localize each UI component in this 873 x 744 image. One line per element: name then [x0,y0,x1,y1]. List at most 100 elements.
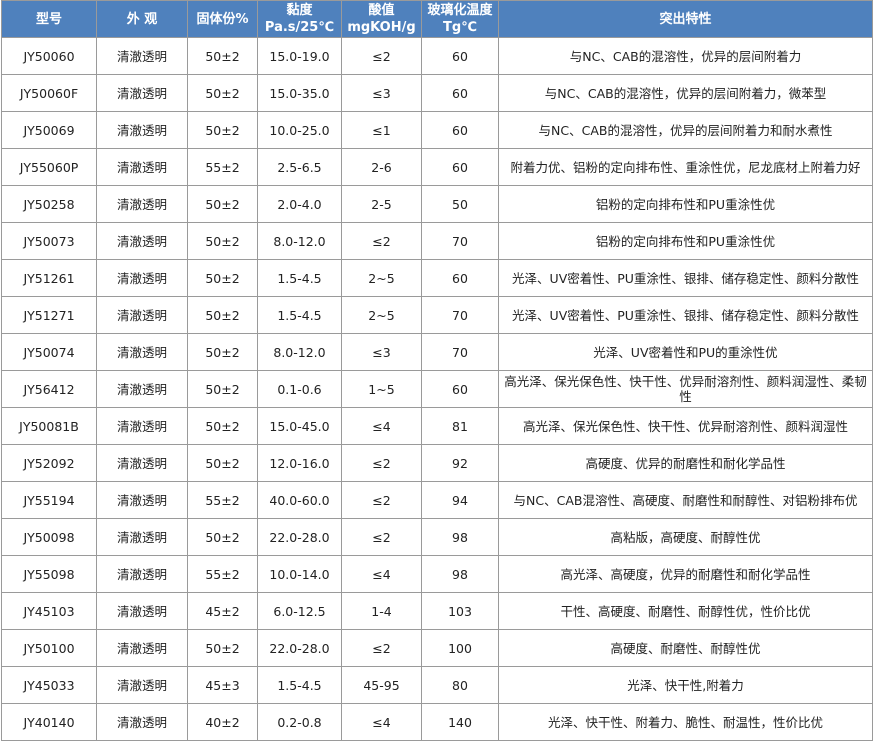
table-cell: 103 [421,592,499,630]
table-cell: 70 [421,296,499,334]
table-row: JY56412 清澈透明 50±2 0.1-0.6 1~5 60 高光泽、保光保色性、快干性… [1,370,873,408]
header-row: 型号外 观固体份% 黏度 Pa.s/25℃ 酸值 mgKOH/g 玻璃化温度 Tg℃ 突… [1,0,873,38]
table-cell: 2~5 [341,296,422,334]
table-cell: 1.5-4.5 [257,259,342,297]
table-cell: JY45033 [1,666,97,704]
table-cell: 高硬度、耐磨性、耐醇性优 [498,629,873,667]
table-cell: 50±2 [187,444,258,482]
table-cell: JY55194 [1,481,97,519]
table-cell: 光泽、UV密着性、PU重涂性、银排、储存稳定性、颜料分散性 [498,296,873,334]
table-cell: 清澈透明 [96,185,188,223]
table-cell: ≤2 [341,518,422,556]
table-cell: 清澈透明 [96,592,188,630]
table-cell: JY50074 [1,333,97,371]
table-cell: 40±2 [187,703,258,741]
table-cell: JY50258 [1,185,97,223]
table-cell: 60 [421,370,499,408]
table-cell: 60 [421,37,499,75]
table-cell: 92 [421,444,499,482]
table-cell: 2-6 [341,148,422,186]
table-cell: JY50069 [1,111,97,149]
table-cell: 清澈透明 [96,333,188,371]
table-cell: 高硬度、优异的耐磨性和耐化学品性 [498,444,873,482]
table-cell: 22.0-28.0 [257,518,342,556]
table-cell: 60 [421,148,499,186]
table-cell: 98 [421,518,499,556]
table-cell: 22.0-28.0 [257,629,342,667]
table-cell: 清澈透明 [96,666,188,704]
table-cell: 高粘版，高硬度、耐醇性优 [498,518,873,556]
table-cell: 清澈透明 [96,555,188,593]
table-cell: 50±2 [187,370,258,408]
table-cell: 光泽、UV密着性、PU重涂性、银排、储存稳定性、颜料分散性 [498,259,873,297]
table-cell: 0.1-0.6 [257,370,342,408]
table-cell: 2.5-6.5 [257,148,342,186]
table-cell: 100 [421,629,499,667]
column-header: 固体份% [187,0,258,38]
table-cell: 清澈透明 [96,259,188,297]
table-cell: 光泽、UV密着性和PU的重涂性优 [498,333,873,371]
table-cell: 清澈透明 [96,481,188,519]
table-cell: 15.0-45.0 [257,407,342,445]
table-cell: 清澈透明 [96,703,188,741]
table-cell: 2~5 [341,259,422,297]
table-cell: JY50100 [1,629,97,667]
table-cell: 清澈透明 [96,296,188,334]
table-cell: 2.0-4.0 [257,185,342,223]
table-cell: 55±2 [187,148,258,186]
table-cell: 高光泽、保光保色性、快干性、优异耐溶剂性、颜料润湿性、柔韧性 [498,370,873,408]
table-cell: 与NC、CAB的混溶性，优异的层间附着力和耐水煮性 [498,111,873,149]
table-row: JY50100 清澈透明 50±2 22.0-28.0 ≤2 100 高硬度、耐磨性、耐醇性… [1,629,873,667]
table-cell: 1.5-4.5 [257,296,342,334]
table-row: JY55060P 清澈透明 55±2 2.5-6.5 2-6 60 附着力优、铝粉的定向排布… [1,148,873,186]
table-cell: ≤2 [341,629,422,667]
table-cell: 60 [421,111,499,149]
table-cell: 清澈透明 [96,222,188,260]
table-cell: 铝粉的定向排布性和PU重涂性优 [498,185,873,223]
table-cell: 10.0-14.0 [257,555,342,593]
column-header: 酸值 mgKOH/g [341,0,422,38]
table-cell: 清澈透明 [96,148,188,186]
table-cell: 81 [421,407,499,445]
table-row: JY50060 清澈透明 50±2 15.0-19.0 ≤2 60 与NC、CAB的混溶性，… [1,37,873,75]
column-header: 玻璃化温度 Tg℃ [421,0,499,38]
table-row: JY50081B 清澈透明 50±2 15.0-45.0 ≤4 81 高光泽、保光保色性、快… [1,407,873,445]
table-row: JY45033 清澈透明 45±3 1.5-4.5 45-95 80 光泽、快干性,附着力 [1,666,873,704]
table-row: JY55098 清澈透明 55±2 10.0-14.0 ≤4 98 高光泽、高硬度，优异的耐… [1,555,873,593]
table-cell: JY50060 [1,37,97,75]
table-cell: 清澈透明 [96,370,188,408]
table-cell: 50±2 [187,407,258,445]
table-cell: ≤4 [341,555,422,593]
table-cell: 60 [421,259,499,297]
table-cell: 55±2 [187,481,258,519]
table-cell: 45±3 [187,666,258,704]
column-header: 突出特性 [498,0,873,38]
table-cell: 60 [421,74,499,112]
table-row: JY50073 清澈透明 50±2 8.0-12.0 ≤2 70 铝粉的定向排布性和PU重涂… [1,222,873,260]
table-row: JY50098 清澈透明 50±2 22.0-28.0 ≤2 98 高粘版，高硬度、耐醇性优 [1,518,873,556]
table-cell: ≤3 [341,333,422,371]
table-cell: ≤3 [341,74,422,112]
table-cell: 80 [421,666,499,704]
table-cell: 50±2 [187,111,258,149]
table-cell: JY55098 [1,555,97,593]
table-cell: 50±2 [187,518,258,556]
table-cell: JY50081B [1,407,97,445]
table-row: JY50074 清澈透明 50±2 8.0-12.0 ≤3 70 光泽、UV密着性和PU的重… [1,333,873,371]
table-cell: 50±2 [187,629,258,667]
table-cell: ≤2 [341,481,422,519]
table-cell: 2-5 [341,185,422,223]
table-cell: ≤2 [341,444,422,482]
table-cell: 50±2 [187,259,258,297]
table-cell: 8.0-12.0 [257,222,342,260]
table-cell: ≤2 [341,222,422,260]
table-cell: 94 [421,481,499,519]
table-cell: 140 [421,703,499,741]
table-cell: 清澈透明 [96,444,188,482]
table-cell: 干性、高硬度、耐磨性、耐醇性优，性价比优 [498,592,873,630]
table-cell: 6.0-12.5 [257,592,342,630]
table-cell: JY55060P [1,148,97,186]
table-cell: 高光泽、保光保色性、快干性、优异耐溶剂性、颜料润湿性 [498,407,873,445]
table-cell: 12.0-16.0 [257,444,342,482]
table-row: JY51271 清澈透明 50±2 1.5-4.5 2~5 70 光泽、UV密着性、PU重涂… [1,296,873,334]
